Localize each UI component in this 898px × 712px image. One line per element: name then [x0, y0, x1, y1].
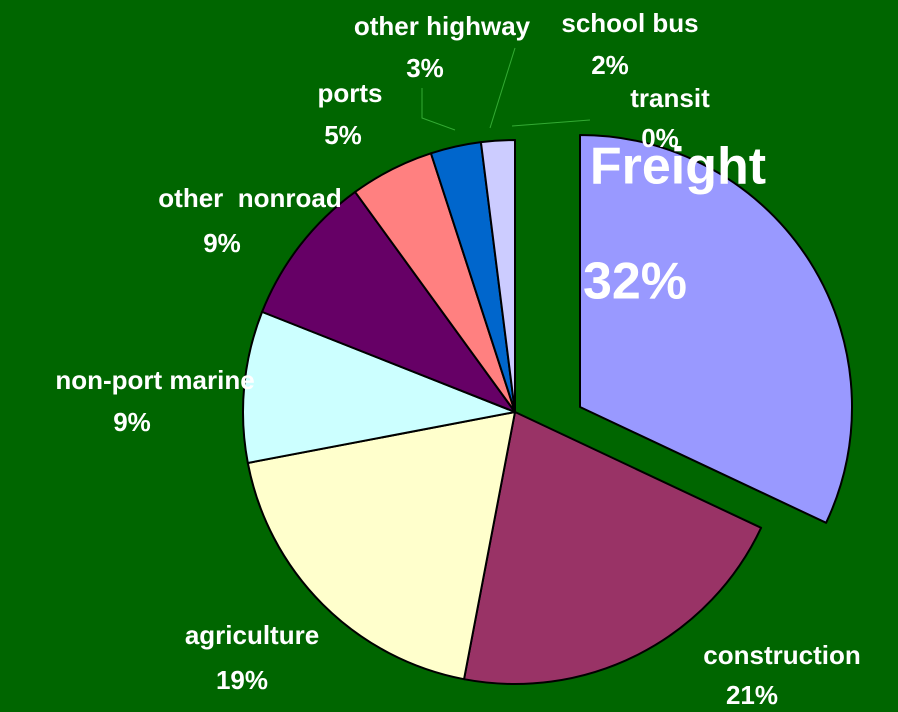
slice-label: ports: [318, 78, 383, 108]
slice-label: transit: [630, 83, 710, 113]
slice-value-label: 3%: [406, 53, 444, 83]
slice-label: other highway: [354, 11, 531, 41]
pie-slice: [261, 190, 516, 413]
leader-line: [489, 47, 516, 129]
slice-value-label: 32%: [583, 253, 687, 311]
slice-value-label: 9%: [203, 228, 241, 258]
pie-slice: [579, 134, 853, 524]
slice-value-label: 21%: [726, 680, 778, 710]
leader-line: [421, 88, 456, 131]
slice-label: Freight: [590, 138, 766, 196]
slice-value-label: 9%: [113, 407, 151, 437]
slice-value-label: 0%: [641, 123, 679, 153]
slice-label: non-port marine: [55, 365, 254, 395]
slice-label: school bus: [561, 8, 698, 38]
pie-slice: [463, 411, 763, 685]
slice-value-label: 5%: [324, 120, 362, 150]
pie-slice: [246, 411, 516, 681]
leader-lines: [421, 47, 591, 131]
slice-label: agriculture: [185, 620, 319, 650]
pie-slice: [242, 310, 516, 464]
slice-label: other nonroad: [158, 183, 341, 213]
slice-value-label: 2%: [591, 50, 629, 80]
slice-label: construction: [703, 640, 860, 670]
slice-value-label: 19%: [216, 665, 268, 695]
leader-line: [511, 119, 591, 127]
